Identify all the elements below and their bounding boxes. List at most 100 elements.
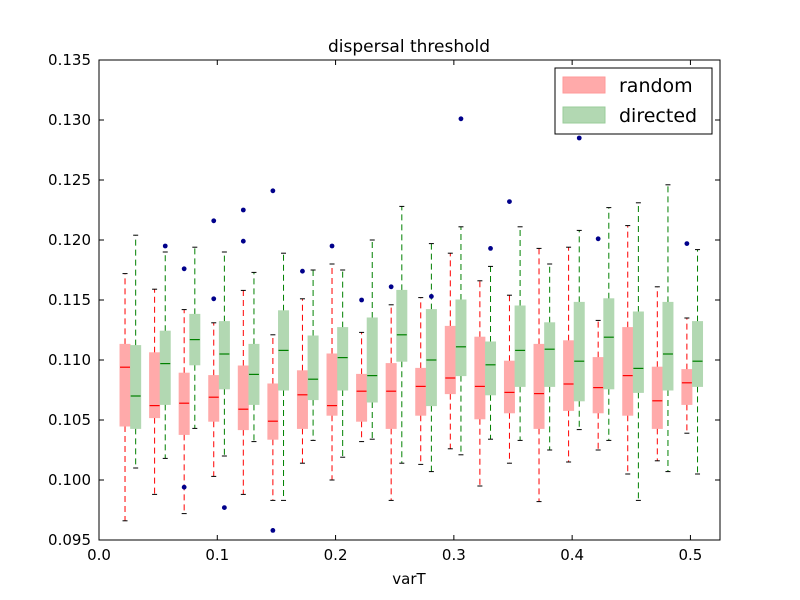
box-directed-17	[632, 202, 644, 501]
box-random-3	[208, 218, 220, 477]
box-directed-4	[248, 271, 260, 443]
box-random-17	[622, 225, 634, 475]
box-random-19	[681, 241, 693, 434]
iqr-box	[573, 301, 585, 402]
box-random-1	[149, 288, 161, 495]
flier-point	[388, 284, 394, 290]
iqr-box	[159, 330, 171, 405]
y-tick-label: 0.130	[48, 111, 91, 129]
box-random-9	[385, 284, 397, 501]
iqr-box	[149, 352, 161, 419]
legend-swatch-directed	[562, 106, 606, 124]
y-tick-label: 0.110	[48, 351, 91, 369]
flier-point	[240, 238, 246, 244]
iqr-box	[603, 298, 615, 390]
box-random-18	[651, 286, 663, 462]
flier-point	[240, 207, 246, 213]
box-directed-2	[189, 246, 201, 429]
y-tick-label: 0.100	[48, 471, 91, 489]
y-tick-label: 0.125	[48, 171, 91, 189]
box-directed-15	[573, 135, 585, 431]
flier-point	[270, 188, 276, 194]
flier-point	[211, 218, 217, 224]
iqr-box	[267, 383, 279, 440]
box-directed-19	[692, 249, 704, 475]
flier-point	[270, 528, 276, 533]
iqr-box	[681, 369, 693, 405]
box-directed-8	[366, 239, 378, 440]
x-tick-label: 0.2	[324, 546, 348, 564]
box-random-14	[533, 247, 545, 503]
box-directed-6	[307, 269, 319, 441]
flier-point	[162, 243, 168, 249]
flier-point	[576, 135, 582, 141]
chart-title: dispersal threshold	[328, 37, 490, 57]
flier-point	[359, 297, 364, 303]
box-directed-1	[159, 243, 171, 459]
iqr-box	[533, 343, 545, 429]
box-directed-11	[455, 116, 467, 456]
box-directed-13	[514, 226, 526, 441]
iqr-box	[326, 353, 338, 416]
flier-point	[211, 296, 217, 302]
box-directed-12	[485, 246, 497, 440]
legend-swatch-random	[562, 76, 606, 94]
box-random-4	[237, 207, 249, 495]
iqr-box	[425, 309, 437, 407]
flier-point	[428, 294, 434, 299]
y-tick-label: 0.120	[48, 231, 91, 249]
box-random-7	[326, 243, 338, 481]
legend: random directed	[554, 67, 713, 135]
flier-point	[181, 484, 187, 490]
box-directed-0	[130, 234, 142, 469]
box-random-10	[415, 297, 427, 465]
iqr-box	[337, 327, 349, 391]
x-tick-label: 0.0	[87, 546, 111, 564]
box-directed-14	[544, 263, 556, 451]
iqr-box	[307, 335, 319, 401]
box-random-2	[178, 266, 190, 515]
iqr-box	[396, 289, 408, 362]
iqr-box	[366, 317, 378, 403]
box-directed-10	[425, 243, 437, 473]
iqr-box	[208, 375, 220, 422]
iqr-box	[544, 322, 556, 387]
box-random-16	[592, 236, 604, 451]
iqr-box	[444, 325, 456, 395]
box-random-12	[474, 280, 486, 487]
box-directed-7	[337, 269, 349, 458]
axis-ticks: 0.095 0.100 0.105 0.110 0.115 0.120 0.125 0.130…	[48, 51, 720, 564]
y-tick-label: 0.105	[48, 411, 91, 429]
flier-point	[684, 241, 690, 247]
flier-point	[181, 266, 187, 272]
iqr-box	[474, 336, 486, 420]
legend-label-directed: directed	[619, 105, 697, 127]
iqr-box	[218, 321, 230, 390]
plot-area	[119, 116, 704, 533]
box-directed-16	[603, 207, 615, 441]
box-random-6	[296, 268, 308, 464]
iqr-box	[592, 357, 604, 414]
iqr-box	[119, 343, 131, 427]
iqr-box	[415, 367, 427, 416]
box-random-5	[267, 188, 279, 533]
box-random-11	[444, 252, 456, 450]
x-tick-label: 0.1	[205, 546, 229, 564]
flier-point	[300, 268, 305, 274]
flier-point	[458, 116, 464, 122]
iqr-box	[237, 365, 249, 431]
iqr-box	[296, 370, 308, 429]
flier-point	[507, 199, 512, 205]
iqr-box	[130, 345, 142, 429]
iqr-box	[455, 299, 467, 377]
box-directed-18	[662, 184, 674, 473]
box-random-15	[563, 246, 575, 463]
box-directed-3	[218, 251, 230, 510]
iqr-box	[692, 321, 704, 387]
iqr-box	[632, 311, 644, 393]
box-directed-5	[278, 252, 290, 501]
box-directed-9	[396, 205, 408, 464]
x-tick-label: 0.5	[678, 546, 702, 564]
iqr-box	[485, 341, 497, 396]
